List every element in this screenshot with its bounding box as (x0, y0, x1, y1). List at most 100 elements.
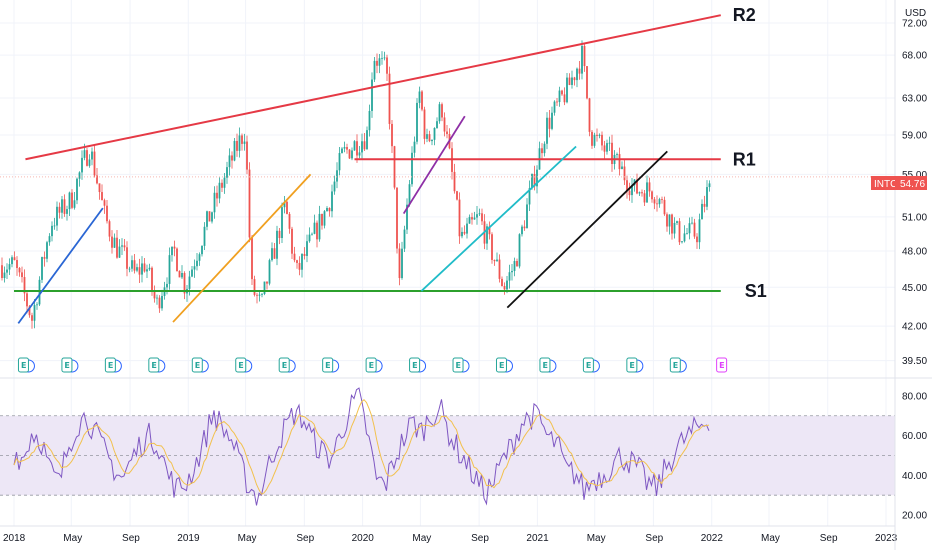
time-tick-label: May (63, 533, 82, 544)
candle-body (586, 66, 588, 99)
candle-body (363, 141, 366, 150)
level-label-r2: R2 (733, 5, 756, 25)
candle-body (258, 294, 261, 296)
time-tick-label: Sep (122, 533, 140, 544)
candle-body (298, 262, 301, 270)
trend-line (506, 150, 668, 309)
candle-body (168, 255, 171, 284)
price-tick-label: 42.00 (902, 322, 927, 333)
candle-body (3, 272, 6, 279)
candle-body (223, 177, 226, 188)
candle-body (516, 260, 518, 267)
candle-body (526, 204, 528, 229)
price-tick-label: 51.00 (902, 212, 927, 223)
candle-body (148, 267, 151, 270)
candle-body (103, 200, 106, 206)
symbol-tag (871, 176, 895, 190)
time-tick-label: 2023 (875, 533, 898, 544)
candle-body (426, 134, 428, 139)
symbol-label: INTC (874, 179, 897, 190)
candle-body (336, 170, 338, 182)
time-tick-label: 2022 (701, 533, 724, 544)
candle-body (263, 281, 266, 294)
candle-body (248, 169, 251, 238)
candle-body (678, 221, 681, 243)
candle-body (96, 175, 98, 184)
earnings-label: E (719, 361, 724, 370)
candle-body (356, 141, 358, 156)
earnings-label: E (629, 361, 634, 370)
candle-body (486, 226, 488, 244)
earnings-label: E (108, 361, 113, 370)
earnings-badge (148, 357, 160, 373)
candle-body (553, 101, 556, 113)
candle-body (508, 272, 511, 281)
candle-body (466, 223, 468, 234)
candle-body (181, 272, 183, 278)
time-tick-label: Sep (645, 533, 663, 544)
candle-body (461, 231, 463, 237)
candle-body (153, 290, 156, 299)
candle-body (351, 150, 353, 159)
candle-body (51, 225, 53, 237)
candle-body (501, 278, 503, 287)
candle-body (668, 214, 671, 227)
candle-body (358, 152, 361, 156)
candle-body (71, 192, 73, 208)
candle-body (68, 192, 71, 210)
earnings-badge (539, 357, 551, 373)
candle-body (221, 182, 223, 188)
candle-body (663, 199, 666, 215)
candle-body (23, 277, 26, 294)
candle-body (361, 141, 363, 153)
candle-body (608, 142, 611, 144)
price-tick-label: 39.50 (902, 356, 927, 367)
candle-body (658, 199, 661, 205)
candle-body (303, 253, 306, 256)
candle-body (133, 260, 136, 271)
candle-body (218, 182, 221, 199)
candle-body (211, 212, 213, 222)
candle-body (233, 140, 236, 161)
candle-body (341, 148, 343, 154)
candle-body (318, 213, 321, 240)
candle-body (478, 213, 481, 215)
price-tick-label: 45.00 (902, 283, 927, 294)
price-tick-label: 72.00 (902, 18, 927, 29)
candle-body (33, 305, 36, 321)
candle-body (276, 230, 278, 259)
candle-body (441, 104, 443, 118)
candle-body (198, 254, 201, 261)
candle-body (61, 199, 63, 213)
earnings-label: E (412, 361, 417, 370)
candle-body (611, 142, 613, 164)
candle-body (521, 226, 523, 235)
earnings-label: E (64, 361, 69, 370)
candle-body (631, 185, 633, 196)
earnings-label: E (195, 361, 200, 370)
candle-body (241, 135, 243, 144)
candle-body (161, 295, 163, 309)
candle-body (46, 242, 48, 259)
candle-body (416, 102, 418, 142)
candle-body (616, 154, 618, 155)
candle-body (146, 269, 148, 272)
earnings-label: E (369, 361, 374, 370)
earnings-badge (235, 357, 247, 373)
candle-body (128, 268, 131, 270)
candle-body (443, 117, 446, 132)
earnings-label: E (586, 361, 591, 370)
candle-body (656, 203, 658, 205)
candle-body (693, 222, 696, 237)
candle-body (21, 272, 23, 278)
candle-body (281, 207, 283, 239)
candle-body (561, 90, 563, 95)
candle-body (666, 214, 668, 227)
candle-body (231, 155, 233, 161)
candle-body (331, 191, 333, 212)
level-line-r2 (25, 14, 721, 161)
candle-body (88, 159, 91, 166)
candle-body (93, 151, 96, 176)
candle-body (638, 192, 641, 194)
